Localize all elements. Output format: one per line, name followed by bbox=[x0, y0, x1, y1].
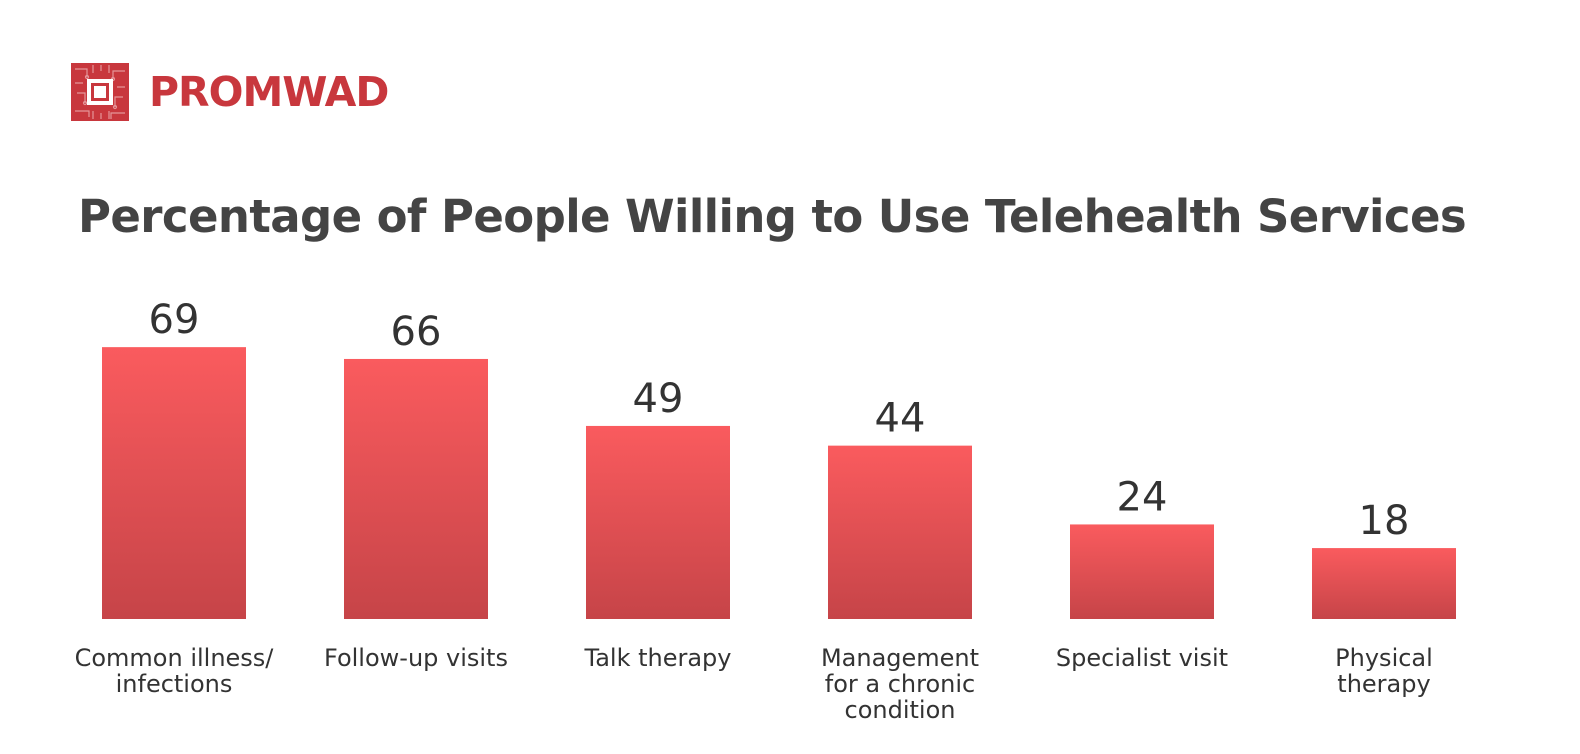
bar bbox=[1070, 524, 1214, 619]
bar bbox=[586, 425, 730, 619]
chart-title: Percentage of People Willing to Use Tele… bbox=[78, 190, 1467, 243]
bar bbox=[102, 347, 246, 619]
data-label: 18 bbox=[1359, 498, 1410, 544]
data-label: 24 bbox=[1117, 474, 1168, 520]
data-label: 49 bbox=[633, 376, 684, 422]
data-label: 69 bbox=[149, 297, 200, 343]
category-label: Management for a chronic condition bbox=[821, 644, 979, 724]
category-label: Specialist visit bbox=[1056, 644, 1228, 672]
category-label: Common illness/infections bbox=[75, 644, 275, 698]
data-label: 66 bbox=[391, 309, 442, 355]
bar bbox=[1312, 548, 1456, 619]
brand-logo: PROMWAD bbox=[71, 63, 389, 121]
category-label: Follow-up visits bbox=[324, 644, 508, 672]
category-label: Physical therapy bbox=[1335, 644, 1433, 698]
brand-name: PROMWAD bbox=[149, 68, 389, 116]
category-label: Talk therapy bbox=[584, 644, 732, 672]
bar bbox=[344, 358, 488, 619]
chip-icon bbox=[71, 63, 129, 121]
bar bbox=[828, 445, 972, 619]
data-label: 44 bbox=[875, 396, 926, 442]
